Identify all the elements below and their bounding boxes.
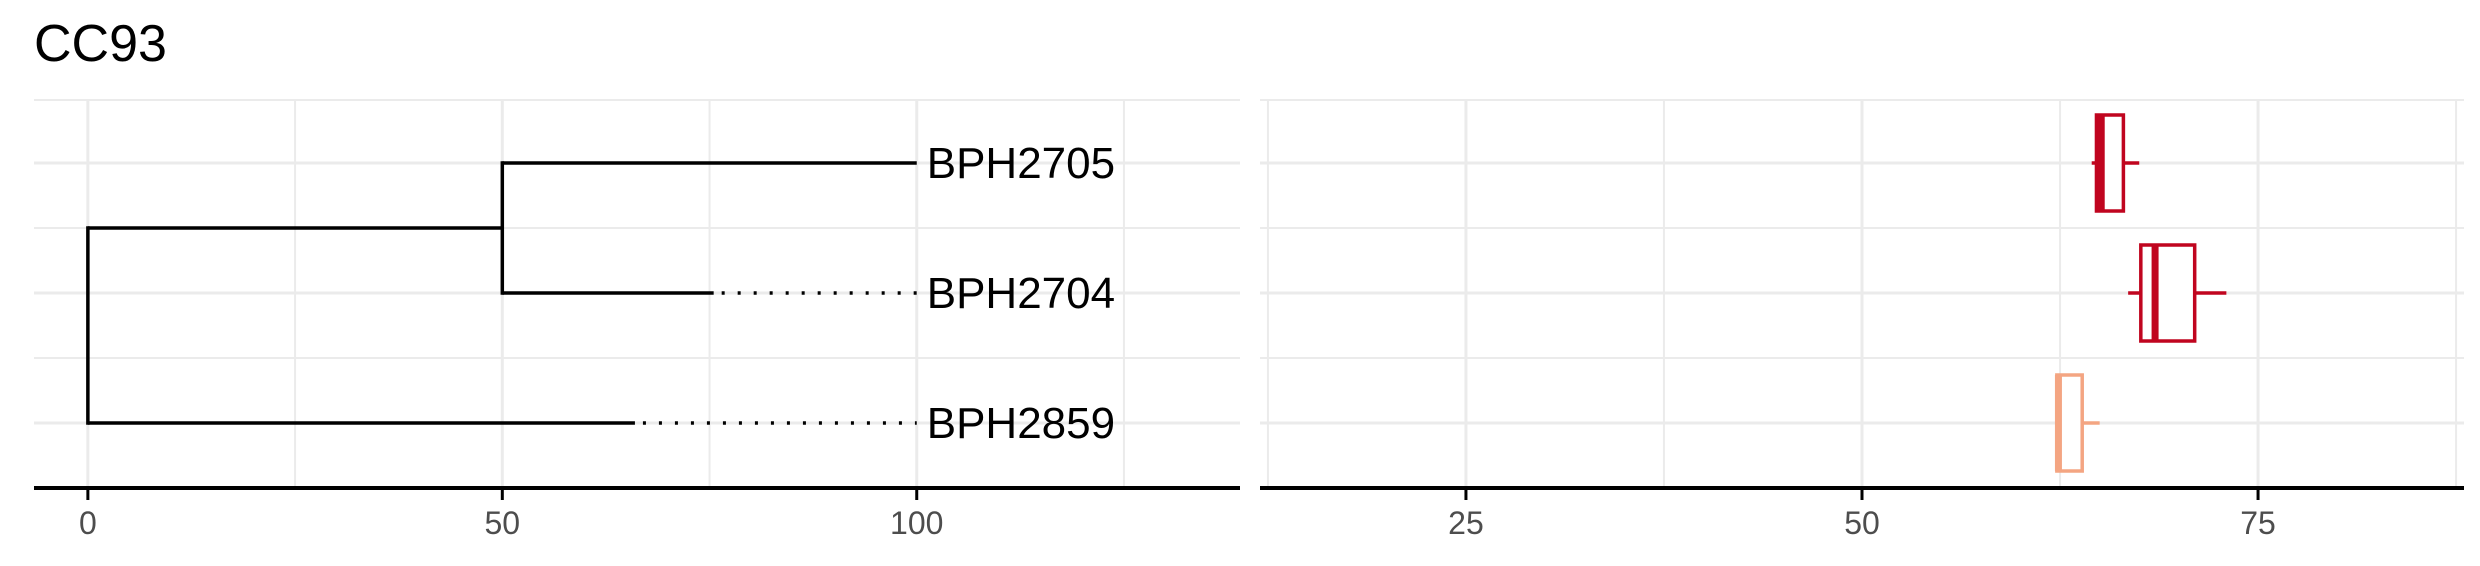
tree-panel: BPH2705 BPH2704 BPH2859 0 50 100 [34, 99, 1240, 541]
tree-leaf-label: BPH2705 [927, 139, 1115, 188]
chart-title: CC93 [34, 15, 167, 73]
box-iqr [2139, 243, 2197, 343]
x-tick-label: 25 [1448, 505, 1484, 541]
x-tick-label: 75 [2240, 505, 2276, 541]
x-tick-label: 50 [485, 505, 521, 541]
x-tick-label: 0 [79, 505, 97, 541]
x-tick-label: 100 [890, 505, 943, 541]
boxplot-panel: 25 50 75 [1260, 99, 2464, 541]
tree-leaf-label: BPH2704 [927, 269, 1115, 318]
x-tick-label: 50 [1844, 505, 1880, 541]
tree-leaf-label: BPH2859 [927, 399, 1115, 448]
